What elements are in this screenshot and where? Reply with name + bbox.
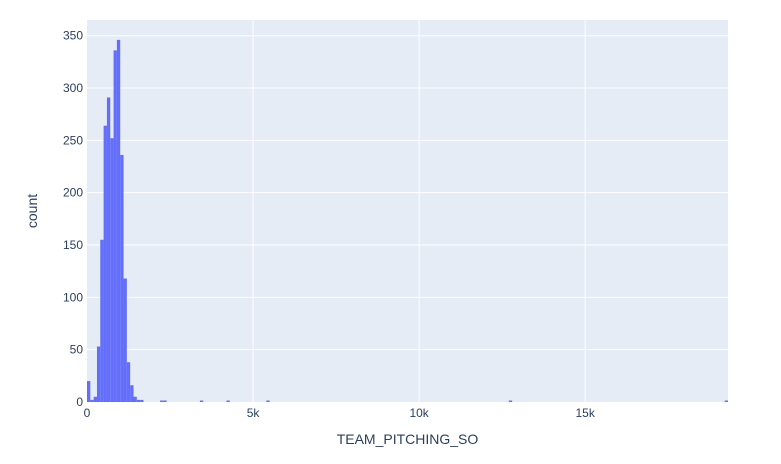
histogram-bar[interactable] (110, 138, 113, 402)
histogram-bar[interactable] (114, 50, 117, 402)
histogram-bar[interactable] (509, 401, 512, 403)
histogram-bar[interactable] (163, 401, 166, 403)
y-tick-label: 250 (63, 133, 83, 147)
histogram-bar[interactable] (120, 155, 123, 402)
y-tick-label: 100 (63, 290, 83, 304)
histogram-bar[interactable] (130, 385, 133, 402)
y-axis-title: count (24, 194, 40, 228)
x-tick-label: 5k (247, 406, 261, 420)
histogram-bar[interactable] (100, 240, 103, 402)
histogram-bar[interactable] (200, 401, 203, 403)
histogram-bar[interactable] (94, 397, 97, 402)
y-tick-label: 300 (63, 81, 83, 95)
histogram-bar[interactable] (140, 400, 143, 402)
histogram-bar[interactable] (90, 400, 93, 402)
histogram-bar[interactable] (266, 401, 269, 403)
y-tick-label: 150 (63, 238, 83, 252)
x-axis-ticks: 0 5k 10k 15k (84, 406, 596, 420)
y-axis-ticks: 0 50 100 150 200 250 300 350 (63, 29, 83, 409)
histogram-bar[interactable] (226, 401, 229, 403)
histogram-bar[interactable] (87, 381, 90, 402)
histogram-bar[interactable] (107, 97, 110, 402)
histogram-bar[interactable] (97, 347, 100, 402)
x-axis-title: TEAM_PITCHING_SO (337, 431, 479, 447)
y-tick-label: 200 (63, 186, 83, 200)
histogram-bar[interactable] (160, 401, 163, 403)
x-tick-label: 0 (84, 406, 91, 420)
histogram-bar[interactable] (117, 40, 120, 402)
x-tick-label: 15k (576, 406, 596, 420)
histogram-bar[interactable] (104, 126, 107, 402)
y-tick-label: 0 (76, 395, 83, 409)
histogram-bar[interactable] (133, 397, 136, 402)
histogram-bar[interactable] (124, 279, 127, 402)
histogram-bar[interactable] (127, 362, 130, 402)
plot-area (87, 20, 728, 402)
histogram-bar[interactable] (137, 400, 140, 402)
histogram-bar[interactable] (725, 401, 728, 403)
y-tick-label: 50 (70, 343, 84, 357)
y-tick-label: 350 (63, 29, 83, 43)
x-tick-label: 10k (409, 406, 429, 420)
